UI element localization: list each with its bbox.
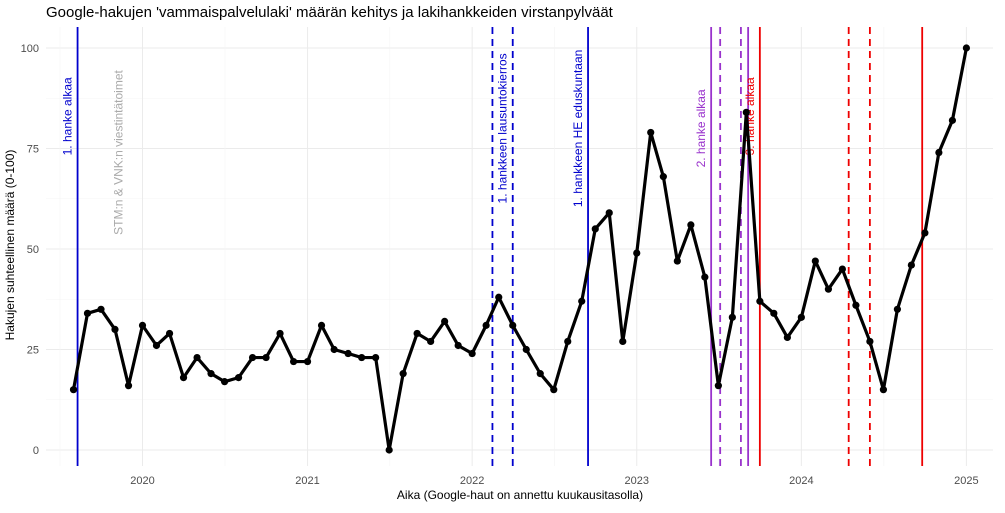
series-layer [69, 44, 970, 454]
data-point [619, 337, 627, 346]
x-tick-label: 2024 [789, 475, 813, 487]
data-point [701, 273, 709, 281]
y-tick-label: 75 [27, 144, 39, 156]
y-tick-label: 0 [33, 445, 39, 457]
milestone-lines [76, 27, 924, 466]
x-axis-title: Aika (Google-haut on annettu kuukausitas… [397, 488, 643, 502]
data-point [509, 321, 517, 329]
data-point [495, 293, 503, 301]
data-point [687, 221, 695, 229]
data-point [289, 357, 298, 366]
data-point [385, 446, 393, 454]
data-point [330, 345, 338, 354]
data-point [234, 374, 243, 382]
data-point [714, 382, 722, 390]
data-point [482, 321, 490, 329]
y-axis-ticks: 0 25 50 75 100 [21, 43, 39, 457]
milestone-label-10: 3. hanke alkaa [743, 77, 757, 155]
data-point [441, 317, 449, 325]
data-point [193, 353, 201, 362]
data-point [921, 229, 929, 237]
data-point [427, 337, 435, 346]
data-point [728, 313, 736, 321]
data-point [165, 329, 174, 338]
x-tick-label: 2023 [625, 475, 649, 487]
data-point [522, 345, 530, 354]
data-point [605, 209, 613, 217]
milestone-label-4: 1. hankkeen lausuntokierros [496, 53, 510, 203]
data-point [454, 341, 462, 350]
y-tick-label: 100 [21, 43, 39, 55]
y-axis-title: Hakujen suhteellinen määrä (0-100) [3, 150, 17, 341]
data-point [262, 353, 270, 362]
milestone-labels: 1. hanke alkaa STM:n & VNK:n viestintätoi… [61, 50, 757, 235]
milestone-label-2: STM:n & VNK:n viestintätoimet [112, 69, 126, 234]
data-point [83, 309, 92, 317]
data-point [152, 341, 161, 350]
data-point [413, 329, 421, 338]
data-point [536, 370, 544, 378]
chart-title: Google-hakujen 'vammaispalvelulaki' määr… [46, 4, 614, 21]
data-point [824, 285, 833, 293]
data-point [97, 305, 105, 313]
data-point [935, 148, 943, 157]
data-point [907, 261, 915, 269]
y-tick-label: 50 [27, 244, 39, 256]
data-point [852, 301, 860, 309]
data-point [770, 309, 778, 317]
data-point [317, 321, 326, 329]
data-point [811, 257, 819, 265]
data-point [69, 386, 78, 394]
data-point [962, 44, 970, 52]
x-tick-label: 2021 [295, 475, 319, 487]
y-tick-label: 25 [27, 345, 39, 357]
data-point [879, 386, 888, 394]
data-point [948, 116, 957, 124]
x-tick-label: 2020 [130, 475, 154, 487]
data-point [633, 249, 641, 257]
data-point [578, 297, 586, 305]
data-point [372, 353, 380, 362]
data-point [893, 305, 901, 313]
milestone-label-1: 1. hanke alkaa [61, 77, 75, 155]
data-point [207, 370, 215, 378]
data-point [866, 337, 874, 346]
data-point [399, 370, 407, 378]
data-point [468, 349, 476, 358]
data-point [550, 386, 558, 394]
data-point [124, 382, 133, 390]
data-point [564, 337, 572, 346]
data-point [179, 374, 188, 382]
data-point [344, 349, 352, 358]
milestone-label-5: 1. hankkeen HE eduskuntaan [571, 50, 585, 207]
data-point [358, 353, 366, 362]
milestone-label-6: 2. hanke alkaa [694, 89, 708, 167]
x-axis-ticks: 2020 2021 2022 2023 2024 2025 [130, 475, 978, 487]
data-point [742, 108, 750, 116]
data-point [591, 225, 599, 233]
data-point [647, 128, 655, 137]
data-point [138, 321, 147, 329]
data-point [783, 333, 791, 342]
data-point [220, 378, 229, 386]
data-point [111, 325, 119, 333]
x-tick-label: 2025 [954, 475, 978, 487]
data-point [659, 173, 667, 181]
data-point [838, 265, 846, 273]
data-point [756, 297, 764, 305]
x-tick-label: 2022 [460, 475, 484, 487]
data-point [276, 329, 284, 338]
data-point [303, 357, 312, 366]
data-point [248, 353, 257, 362]
grid [46, 27, 993, 466]
data-point [797, 313, 805, 321]
data-point [673, 257, 681, 265]
